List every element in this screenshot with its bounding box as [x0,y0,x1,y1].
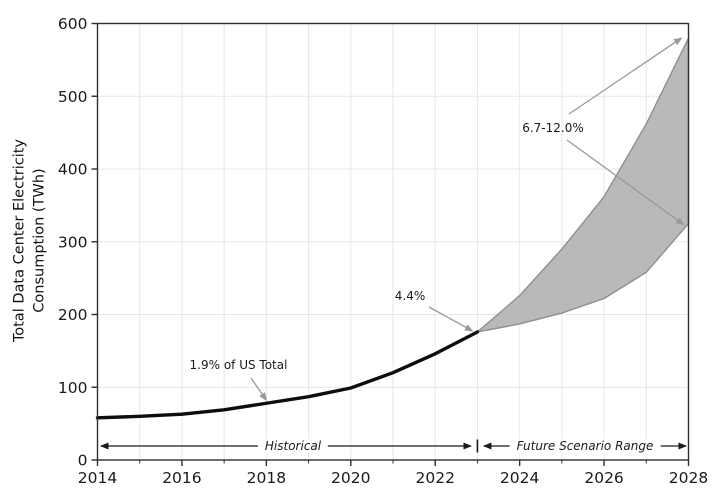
y-tick-label: 200 [58,306,88,324]
callout-arrow [250,377,267,402]
callout-arrow [568,37,683,115]
historical-range-label: Historical [257,439,329,453]
y-tick-label: 100 [58,379,88,397]
annotation-1-9-percent-us-total: 1.9% of US Total [189,358,288,372]
callout-arrow [566,139,685,226]
y-tick-label: 500 [58,88,88,106]
historical-line [95,330,480,420]
annotation-4-4-percent: 4.4% [394,289,426,303]
x-tick-label: 2026 [584,469,623,487]
y-tick-label: 300 [58,233,88,251]
x-tick-label: 2018 [247,469,286,487]
future-scenario-range-label: Future Scenario Range [509,439,661,453]
x-tick-label: 2020 [331,469,370,487]
annotation-6-7-12-0-percent: 6.7-12.0% [522,121,584,135]
y-tick-label: 400 [58,161,88,179]
y-tick-label: 0 [78,452,88,470]
callout-arrow [428,306,474,332]
x-tick-label: 2024 [500,469,539,487]
x-tick-label: 2028 [669,469,708,487]
x-tick-label: 2016 [162,469,201,487]
y-tick-label: 600 [58,15,88,33]
x-tick-label: 2022 [415,469,454,487]
y-axis-label: Total Data Center Electricity Consumptio… [11,138,47,343]
future-scenario-band [476,37,690,333]
x-tick-label: 2014 [78,469,117,487]
